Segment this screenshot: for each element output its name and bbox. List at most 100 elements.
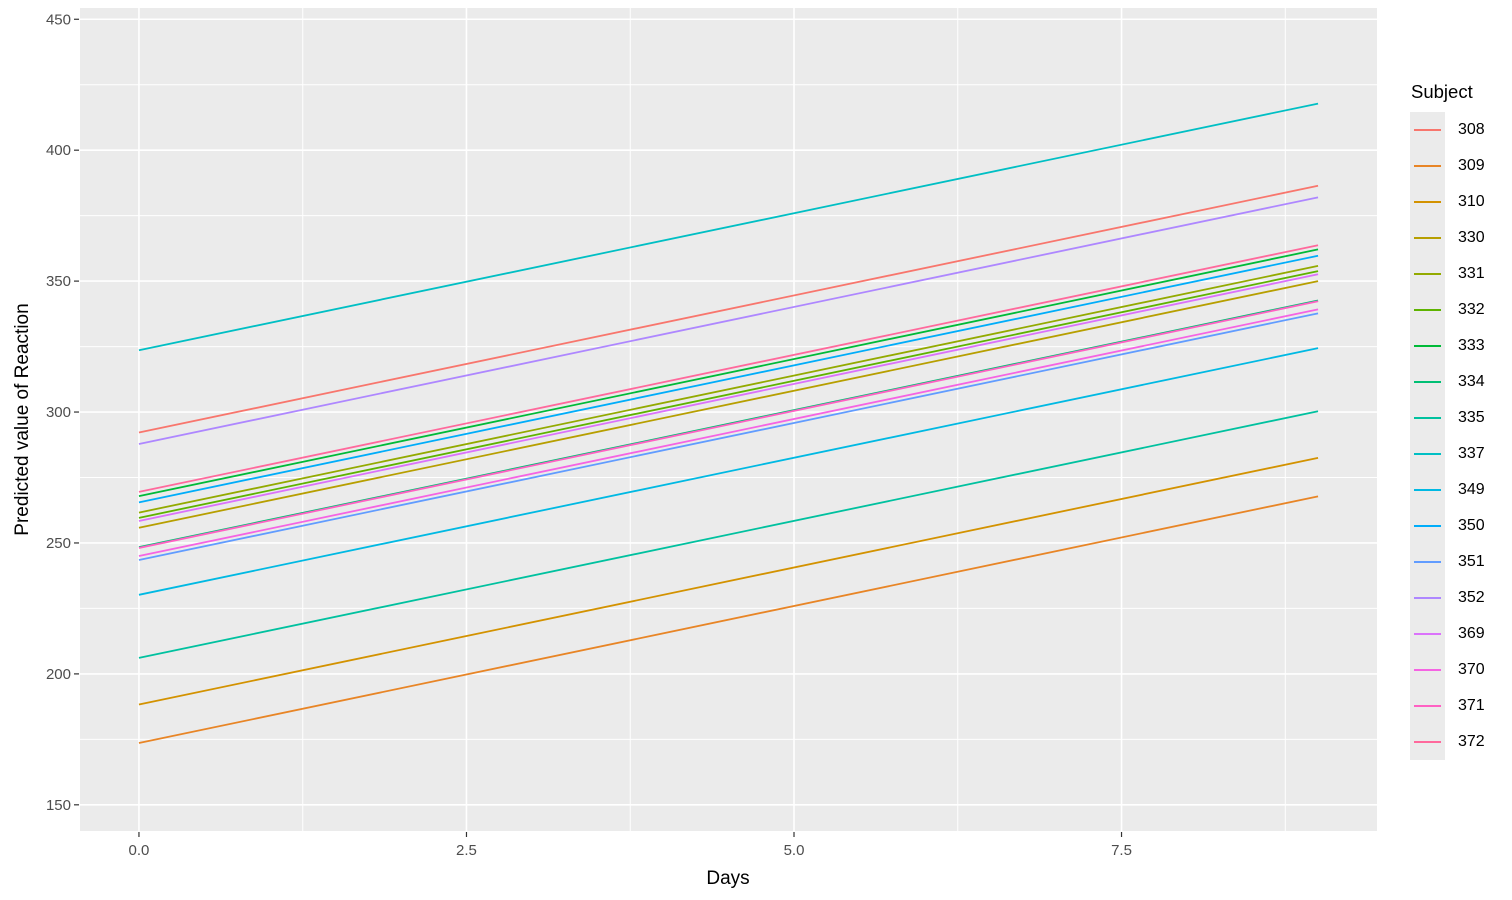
legend-label: 351 xyxy=(1458,553,1485,570)
legend-item-332: 332 xyxy=(1410,292,1510,328)
legend-label: 371 xyxy=(1458,697,1485,714)
legend-label: 332 xyxy=(1458,301,1485,318)
legend-item-310: 310 xyxy=(1410,184,1510,220)
y-tick-label: 200 xyxy=(46,666,71,683)
legend-item-309: 309 xyxy=(1410,148,1510,184)
y-tick-label: 150 xyxy=(46,797,71,814)
legend-key-line-icon xyxy=(1414,633,1441,635)
legend-item-337: 337 xyxy=(1410,436,1510,472)
y-tick-label: 350 xyxy=(46,273,71,290)
legend-key-331 xyxy=(1410,256,1445,292)
y-tick-label: 450 xyxy=(46,11,71,28)
legend-item-350: 350 xyxy=(1410,508,1510,544)
legend-key-349 xyxy=(1410,472,1445,508)
legend: Subject 308 309 310 330 331 332 333 334 335 337 34… xyxy=(1410,81,1510,760)
legend-item-334: 334 xyxy=(1410,364,1510,400)
legend-item-370: 370 xyxy=(1410,652,1510,688)
legend-label: 369 xyxy=(1458,625,1485,642)
legend-key-335 xyxy=(1410,400,1445,436)
legend-label: 372 xyxy=(1458,733,1485,750)
legend-key-line-icon xyxy=(1414,309,1441,311)
legend-item-369: 369 xyxy=(1410,616,1510,652)
legend-item-333: 333 xyxy=(1410,328,1510,364)
legend-key-line-icon xyxy=(1414,705,1441,707)
legend-key-332 xyxy=(1410,292,1445,328)
legend-key-369 xyxy=(1410,616,1445,652)
legend-key-351 xyxy=(1410,544,1445,580)
legend-item-330: 330 xyxy=(1410,220,1510,256)
legend-item-349: 349 xyxy=(1410,472,1510,508)
legend-key-308 xyxy=(1410,112,1445,148)
legend-label: 308 xyxy=(1458,121,1485,138)
legend-key-line-icon xyxy=(1414,273,1441,275)
legend-label: 334 xyxy=(1458,373,1485,390)
legend-item-372: 372 xyxy=(1410,724,1510,760)
series-line-310 xyxy=(138,456,1319,706)
legend-title: Subject xyxy=(1411,81,1473,102)
series-line-372 xyxy=(138,244,1319,493)
legend-label: 330 xyxy=(1458,229,1485,246)
legend-item-331: 331 xyxy=(1410,256,1510,292)
legend-key-line-icon xyxy=(1414,165,1441,167)
legend-label: 333 xyxy=(1458,337,1485,354)
plot-generated-layer: 0.0 2.5 5.0 7.5 150 200 250 300 350 400 450 xyxy=(46,8,1377,859)
legend-key-line-icon xyxy=(1414,345,1441,347)
legend-key-350 xyxy=(1410,508,1445,544)
legend-key-line-icon xyxy=(1414,741,1441,743)
series-line-332 xyxy=(138,270,1319,519)
x-tick-label: 7.5 xyxy=(1111,842,1132,859)
x-tick-label: 5.0 xyxy=(784,842,805,859)
series-line-351 xyxy=(138,312,1319,561)
y-tick-label: 400 xyxy=(46,142,71,159)
x-axis-title: Days xyxy=(706,868,749,889)
series-line-349 xyxy=(138,347,1319,596)
plot-panel xyxy=(80,8,1377,831)
legend-key-333 xyxy=(1410,328,1445,364)
legend-key-line-icon xyxy=(1414,453,1441,455)
legend-key-372 xyxy=(1410,724,1445,760)
legend-label: 335 xyxy=(1458,409,1485,426)
legend-item-308: 308 xyxy=(1410,112,1510,148)
legend-key-330 xyxy=(1410,220,1445,256)
series-line-331 xyxy=(138,265,1319,514)
legend-key-371 xyxy=(1410,688,1445,724)
legend-items: 308 309 310 330 331 332 333 334 335 337 349 350 351 3… xyxy=(1410,112,1510,760)
legend-label: 350 xyxy=(1458,517,1485,534)
legend-key-line-icon xyxy=(1414,561,1441,563)
legend-label: 337 xyxy=(1458,445,1485,462)
series-line-370 xyxy=(138,308,1319,557)
legend-key-line-icon xyxy=(1414,597,1441,599)
legend-key-310 xyxy=(1410,184,1445,220)
legend-key-line-icon xyxy=(1414,669,1441,671)
x-tick-label: 0.0 xyxy=(129,842,150,859)
legend-key-334 xyxy=(1410,364,1445,400)
legend-key-line-icon xyxy=(1414,237,1441,239)
series-line-335 xyxy=(138,410,1319,659)
legend-key-line-icon xyxy=(1414,381,1441,383)
y-axis-title: Predicted value of Reaction xyxy=(12,303,33,535)
legend-key-370 xyxy=(1410,652,1445,688)
legend-label: 309 xyxy=(1458,157,1485,174)
legend-key-337 xyxy=(1410,436,1445,472)
legend-label: 370 xyxy=(1458,661,1485,678)
legend-item-352: 352 xyxy=(1410,580,1510,616)
legend-key-line-icon xyxy=(1414,129,1441,131)
legend-key-line-icon xyxy=(1414,489,1441,491)
legend-label: 310 xyxy=(1458,193,1485,210)
series-line-333 xyxy=(138,248,1319,497)
legend-label: 349 xyxy=(1458,481,1485,498)
legend-item-371: 371 xyxy=(1410,688,1510,724)
legend-item-335: 335 xyxy=(1410,400,1510,436)
legend-label: 352 xyxy=(1458,589,1485,606)
legend-key-352 xyxy=(1410,580,1445,616)
series-line-330 xyxy=(138,280,1319,529)
legend-label: 331 xyxy=(1458,265,1485,282)
series-line-337 xyxy=(138,102,1319,352)
legend-key-line-icon xyxy=(1414,417,1441,419)
legend-key-309 xyxy=(1410,148,1445,184)
x-tick-label: 2.5 xyxy=(456,842,477,859)
series-line-371 xyxy=(138,300,1319,549)
legend-key-line-icon xyxy=(1414,201,1441,203)
